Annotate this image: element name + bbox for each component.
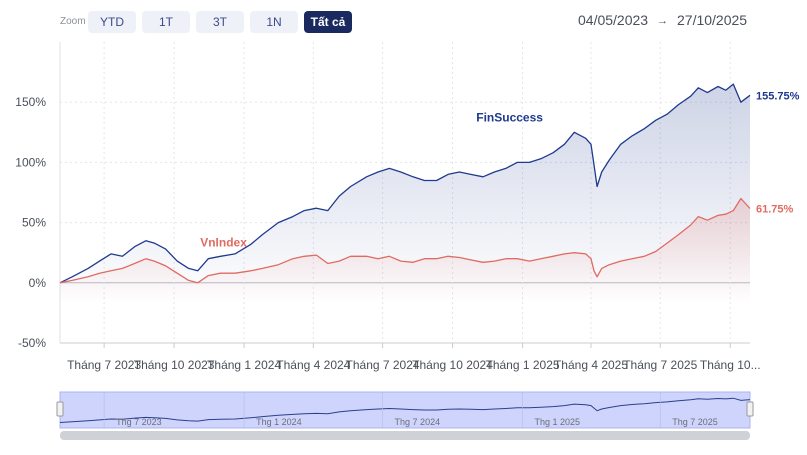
navigator-label: Thg 7 2025 (672, 417, 718, 427)
navigator-label: Thg 1 2024 (256, 417, 302, 427)
series-end-label-vnindex: 61.75% (756, 203, 794, 215)
navigator-label: Thg 7 2023 (116, 417, 162, 427)
x-tick-label: Tháng 7 2024 (346, 358, 420, 372)
series-area-vnindex (60, 198, 750, 303)
y-tick-label: 150% (15, 95, 46, 109)
x-tick-label: Tháng 10 2023 (134, 358, 215, 372)
navigator-label: Thg 7 2024 (395, 417, 441, 427)
y-tick-label: -50% (18, 336, 46, 350)
x-tick-label: Tháng 1 2024 (207, 358, 281, 372)
series-annotation-vnindex: VnIndex (200, 236, 247, 250)
x-tick-label: Tháng 1 2025 (486, 358, 560, 372)
series-area-finsuccess (60, 84, 750, 303)
navigator-right-handle[interactable] (746, 401, 754, 417)
date-range-arrow: → (657, 15, 668, 27)
zoom-1t-button[interactable]: 1T (142, 11, 190, 33)
zoom-label: Zoom (60, 16, 86, 27)
date-from-input[interactable]: 04/05/2023 (578, 12, 649, 28)
y-tick-label: 0% (29, 276, 47, 290)
navigator-series-line (59, 397, 751, 423)
x-tick-label: Tháng 7 2025 (623, 358, 697, 372)
y-tick-label: 50% (22, 216, 46, 230)
zoom-1n-button[interactable]: 1N (250, 11, 298, 33)
series-annotation-finsuccess: FinSuccess (476, 110, 543, 124)
x-tick-label: Tháng 4 2025 (554, 358, 628, 372)
y-tick-label: 100% (15, 155, 46, 169)
zoom-3t-button[interactable]: 3T (196, 11, 244, 33)
x-tick-label: Tháng 7 2023 (67, 358, 141, 372)
series-line-vnindex (59, 197, 751, 284)
navigator-left-handle[interactable] (56, 401, 64, 417)
x-tick-label: Tháng 10 2024 (412, 358, 493, 372)
zoom-all-button[interactable]: Tất cả (304, 11, 352, 33)
navigator-label: Thg 1 2025 (535, 417, 581, 427)
navigator-scrollbar[interactable] (60, 431, 750, 440)
zoom-ytd-button[interactable]: YTD (88, 11, 136, 33)
x-tick-label: Tháng 4 2024 (276, 358, 350, 372)
navigator-window (59, 391, 751, 429)
series-end-label-finsuccess: 155.75% (756, 90, 800, 102)
x-tick-label: Tháng 10... (700, 358, 761, 372)
series-line-finsuccess (59, 83, 751, 284)
date-to-input[interactable]: 27/10/2025 (677, 12, 748, 28)
